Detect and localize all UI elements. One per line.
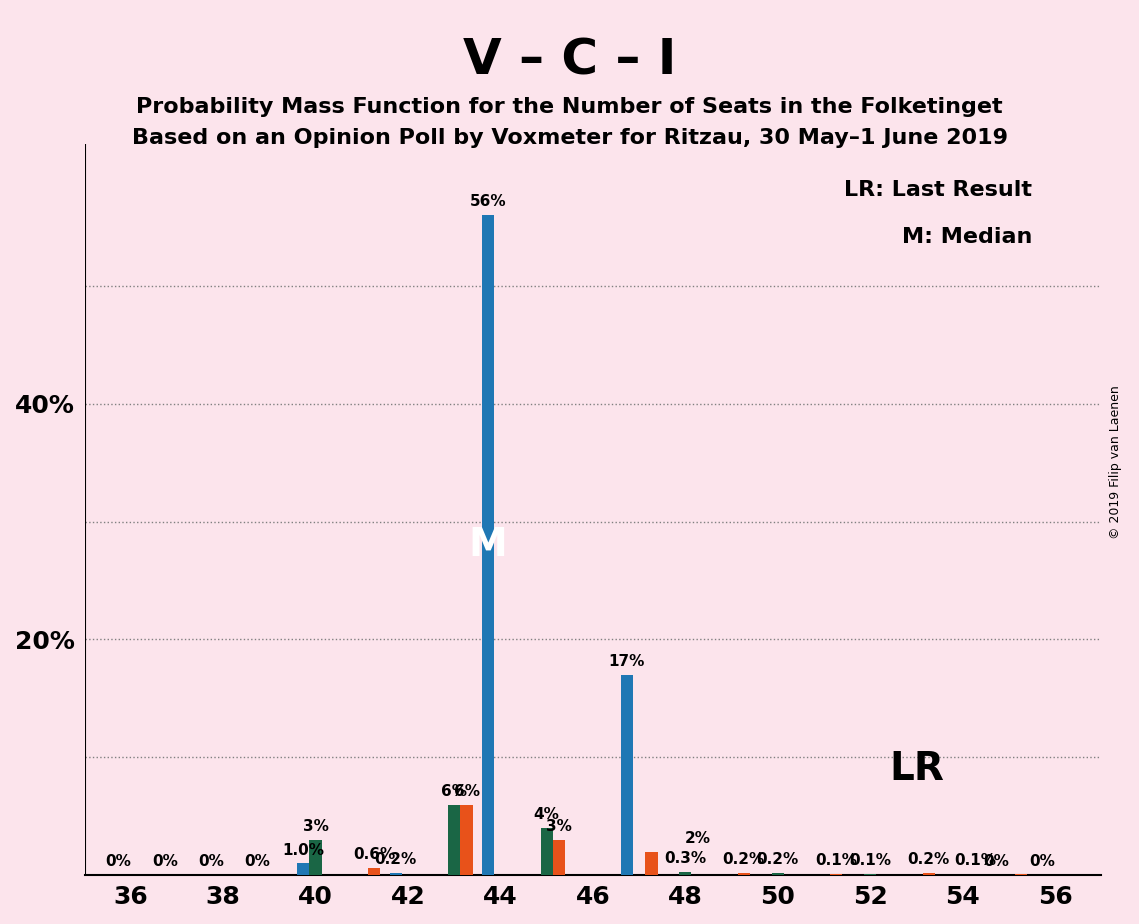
Text: 0.3%: 0.3%: [664, 851, 706, 866]
Bar: [679, 871, 691, 875]
Text: 4%: 4%: [534, 808, 559, 822]
Bar: [310, 840, 322, 875]
Text: 0.2%: 0.2%: [908, 852, 950, 867]
Text: 56%: 56%: [470, 194, 507, 209]
Text: 0.2%: 0.2%: [756, 852, 798, 867]
Bar: [390, 873, 402, 875]
Text: 0%: 0%: [198, 855, 224, 869]
Text: 0%: 0%: [106, 855, 131, 869]
Text: V – C – I: V – C – I: [462, 37, 677, 85]
Bar: [297, 864, 310, 875]
Text: Based on an Opinion Poll by Voxmeter for Ritzau, 30 May–1 June 2019: Based on an Opinion Poll by Voxmeter for…: [131, 128, 1008, 148]
Text: M: M: [469, 526, 508, 565]
Bar: [368, 869, 380, 875]
Text: 0.1%: 0.1%: [953, 853, 995, 869]
Text: 0.2%: 0.2%: [375, 852, 417, 867]
Bar: [923, 873, 935, 875]
Text: © 2019 Filip van Laenen: © 2019 Filip van Laenen: [1109, 385, 1122, 539]
Text: 6%: 6%: [453, 784, 480, 798]
Text: 3%: 3%: [546, 819, 572, 834]
Bar: [830, 874, 843, 875]
Text: 3%: 3%: [303, 819, 328, 834]
Bar: [448, 805, 460, 875]
Bar: [771, 873, 784, 875]
Bar: [552, 840, 565, 875]
Text: 17%: 17%: [608, 654, 645, 669]
Bar: [460, 805, 473, 875]
Text: 6%: 6%: [441, 784, 467, 798]
Text: M: Median: M: Median: [902, 227, 1032, 247]
Bar: [621, 675, 633, 875]
Bar: [1015, 874, 1027, 875]
Text: Probability Mass Function for the Number of Seats in the Folketinget: Probability Mass Function for the Number…: [137, 97, 1002, 117]
Text: 0%: 0%: [151, 855, 178, 869]
Text: 0.1%: 0.1%: [850, 853, 891, 869]
Text: 1.0%: 1.0%: [282, 843, 325, 857]
Text: 0.6%: 0.6%: [353, 847, 395, 862]
Text: 0%: 0%: [244, 855, 270, 869]
Bar: [646, 852, 657, 875]
Bar: [738, 873, 749, 875]
Text: 0.2%: 0.2%: [723, 852, 765, 867]
Bar: [541, 828, 552, 875]
Text: LR: Last Result: LR: Last Result: [844, 180, 1032, 200]
Text: 0%: 0%: [1030, 855, 1056, 869]
Text: 2%: 2%: [685, 831, 711, 845]
Text: 0%: 0%: [984, 855, 1009, 869]
Bar: [865, 874, 876, 875]
Text: LR: LR: [888, 750, 944, 788]
Bar: [482, 215, 494, 875]
Text: 0.1%: 0.1%: [816, 853, 858, 869]
